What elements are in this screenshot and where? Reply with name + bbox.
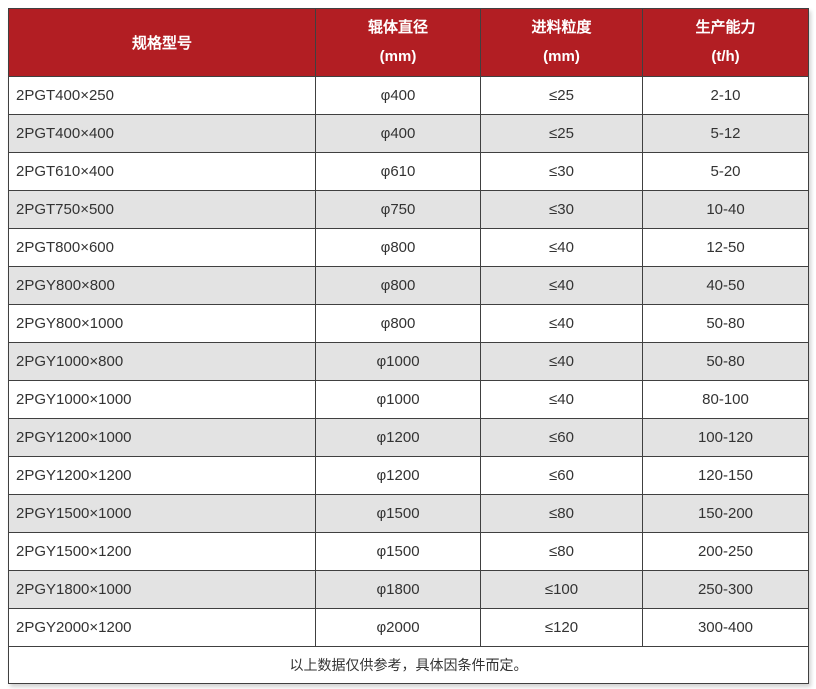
feed-size-cell: ≤40 bbox=[480, 228, 643, 267]
header-cell-roller-diameter: 辊体直径 (mm) bbox=[315, 8, 481, 77]
capacity-cell: 300-400 bbox=[642, 608, 809, 647]
table-row: 2PGT400×400 φ400 ≤25 5-12 bbox=[8, 114, 809, 153]
spec-table: 规格型号 辊体直径 (mm) 进料粒度 (mm) 生产能力 (t/h) 2PGT… bbox=[8, 8, 809, 684]
feed-size-cell: ≤80 bbox=[480, 494, 643, 533]
capacity-cell: 100-120 bbox=[642, 418, 809, 457]
header-unit-capacity: (t/h) bbox=[711, 47, 740, 65]
capacity-cell: 5-12 bbox=[642, 114, 809, 153]
roller-diameter-cell: φ750 bbox=[315, 190, 481, 229]
model-cell: 2PGT800×600 bbox=[8, 228, 316, 267]
model-cell: 2PGY1000×800 bbox=[8, 342, 316, 381]
table-row: 2PGY1800×1000 φ1800 ≤100 250-300 bbox=[8, 570, 809, 609]
roller-diameter-cell: φ1500 bbox=[315, 532, 481, 571]
roller-diameter-cell: φ1000 bbox=[315, 380, 481, 419]
table-row: 2PGY1000×800 φ1000 ≤40 50-80 bbox=[8, 342, 809, 381]
model-cell: 2PGY1800×1000 bbox=[8, 570, 316, 609]
capacity-cell: 120-150 bbox=[642, 456, 809, 495]
header-label-roller-diameter: 辊体直径 bbox=[367, 19, 428, 36]
roller-diameter-cell: φ1800 bbox=[315, 570, 481, 609]
capacity-cell: 5-20 bbox=[642, 152, 809, 191]
feed-size-cell: ≤40 bbox=[480, 266, 643, 305]
model-cell: 2PGT750×500 bbox=[8, 190, 316, 229]
header-cell-capacity: 生产能力 (t/h) bbox=[642, 8, 809, 77]
table-row: 2PGY1500×1200 φ1500 ≤80 200-250 bbox=[8, 532, 809, 571]
model-cell: 2PGY800×1000 bbox=[8, 304, 316, 343]
table-row: 2PGT610×400 φ610 ≤30 5-20 bbox=[8, 152, 809, 191]
capacity-cell: 200-250 bbox=[642, 532, 809, 571]
table-row: 2PGY1500×1000 φ1500 ≤80 150-200 bbox=[8, 494, 809, 533]
table-row: 2PGT400×250 φ400 ≤25 2-10 bbox=[8, 76, 809, 115]
table-row: 2PGT750×500 φ750 ≤30 10-40 bbox=[8, 190, 809, 229]
model-cell: 2PGY1500×1000 bbox=[8, 494, 316, 533]
header-label-model: 规格型号 bbox=[131, 35, 192, 52]
header-label-feed-size: 进料粒度 bbox=[531, 19, 592, 36]
table-row: 2PGY800×1000 φ800 ≤40 50-80 bbox=[8, 304, 809, 343]
table-footer: 以上数据仅供参考，具体因条件而定。 bbox=[8, 646, 809, 684]
capacity-cell: 150-200 bbox=[642, 494, 809, 533]
roller-diameter-cell: φ1000 bbox=[315, 342, 481, 381]
model-cell: 2PGY2000×1200 bbox=[8, 608, 316, 647]
feed-size-cell: ≤40 bbox=[480, 380, 643, 419]
feed-size-cell: ≤30 bbox=[480, 152, 643, 191]
capacity-cell: 80-100 bbox=[642, 380, 809, 419]
roller-diameter-cell: φ1200 bbox=[315, 456, 481, 495]
capacity-cell: 50-80 bbox=[642, 342, 809, 381]
feed-size-cell: ≤100 bbox=[480, 570, 643, 609]
header-cell-model: 规格型号 bbox=[8, 8, 316, 77]
capacity-cell: 10-40 bbox=[642, 190, 809, 229]
capacity-cell: 50-80 bbox=[642, 304, 809, 343]
footer-row: 以上数据仅供参考，具体因条件而定。 bbox=[8, 646, 809, 684]
header-row: 规格型号 辊体直径 (mm) 进料粒度 (mm) 生产能力 (t/h) bbox=[8, 8, 809, 77]
feed-size-cell: ≤30 bbox=[480, 190, 643, 229]
capacity-cell: 12-50 bbox=[642, 228, 809, 267]
table-row: 2PGY1000×1000 φ1000 ≤40 80-100 bbox=[8, 380, 809, 419]
model-cell: 2PGY1200×1000 bbox=[8, 418, 316, 457]
roller-diameter-cell: φ400 bbox=[315, 114, 481, 153]
feed-size-cell: ≤120 bbox=[480, 608, 643, 647]
roller-diameter-cell: φ800 bbox=[315, 304, 481, 343]
feed-size-cell: ≤40 bbox=[480, 342, 643, 381]
model-cell: 2PGY800×800 bbox=[8, 266, 316, 305]
model-cell: 2PGY1200×1200 bbox=[8, 456, 316, 495]
feed-size-cell: ≤80 bbox=[480, 532, 643, 571]
table-row: 2PGY1200×1000 φ1200 ≤60 100-120 bbox=[8, 418, 809, 457]
model-cell: 2PGY1500×1200 bbox=[8, 532, 316, 571]
header-unit-feed-size: (mm) bbox=[543, 47, 580, 65]
table-body: 2PGT400×250 φ400 ≤25 2-10 2PGT400×400 φ400 ≤25… bbox=[8, 76, 809, 647]
capacity-cell: 2-10 bbox=[642, 76, 809, 115]
feed-size-cell: ≤40 bbox=[480, 304, 643, 343]
table-row: 2PGY1200×1200 φ1200 ≤60 120-150 bbox=[8, 456, 809, 495]
roller-diameter-cell: φ2000 bbox=[315, 608, 481, 647]
feed-size-cell: ≤25 bbox=[480, 76, 643, 115]
capacity-cell: 250-300 bbox=[642, 570, 809, 609]
capacity-cell: 40-50 bbox=[642, 266, 809, 305]
footer-note: 以上数据仅供参考，具体因条件而定。 bbox=[8, 646, 809, 684]
roller-diameter-cell: φ800 bbox=[315, 228, 481, 267]
roller-diameter-cell: φ1500 bbox=[315, 494, 481, 533]
feed-size-cell: ≤60 bbox=[480, 418, 643, 457]
header-label-capacity: 生产能力 bbox=[695, 19, 756, 36]
roller-diameter-cell: φ610 bbox=[315, 152, 481, 191]
roller-diameter-cell: φ400 bbox=[315, 76, 481, 115]
model-cell: 2PGT400×250 bbox=[8, 76, 316, 115]
table-row: 2PGY2000×1200 φ2000 ≤120 300-400 bbox=[8, 608, 809, 647]
roller-diameter-cell: φ1200 bbox=[315, 418, 481, 457]
roller-diameter-cell: φ800 bbox=[315, 266, 481, 305]
header-cell-feed-size: 进料粒度 (mm) bbox=[480, 8, 643, 77]
feed-size-cell: ≤25 bbox=[480, 114, 643, 153]
feed-size-cell: ≤60 bbox=[480, 456, 643, 495]
model-cell: 2PGT400×400 bbox=[8, 114, 316, 153]
table-header: 规格型号 辊体直径 (mm) 进料粒度 (mm) 生产能力 (t/h) bbox=[8, 8, 809, 77]
table-row: 2PGY800×800 φ800 ≤40 40-50 bbox=[8, 266, 809, 305]
model-cell: 2PGT610×400 bbox=[8, 152, 316, 191]
table-row: 2PGT800×600 φ800 ≤40 12-50 bbox=[8, 228, 809, 267]
model-cell: 2PGY1000×1000 bbox=[8, 380, 316, 419]
header-unit-roller-diameter: (mm) bbox=[379, 47, 417, 65]
